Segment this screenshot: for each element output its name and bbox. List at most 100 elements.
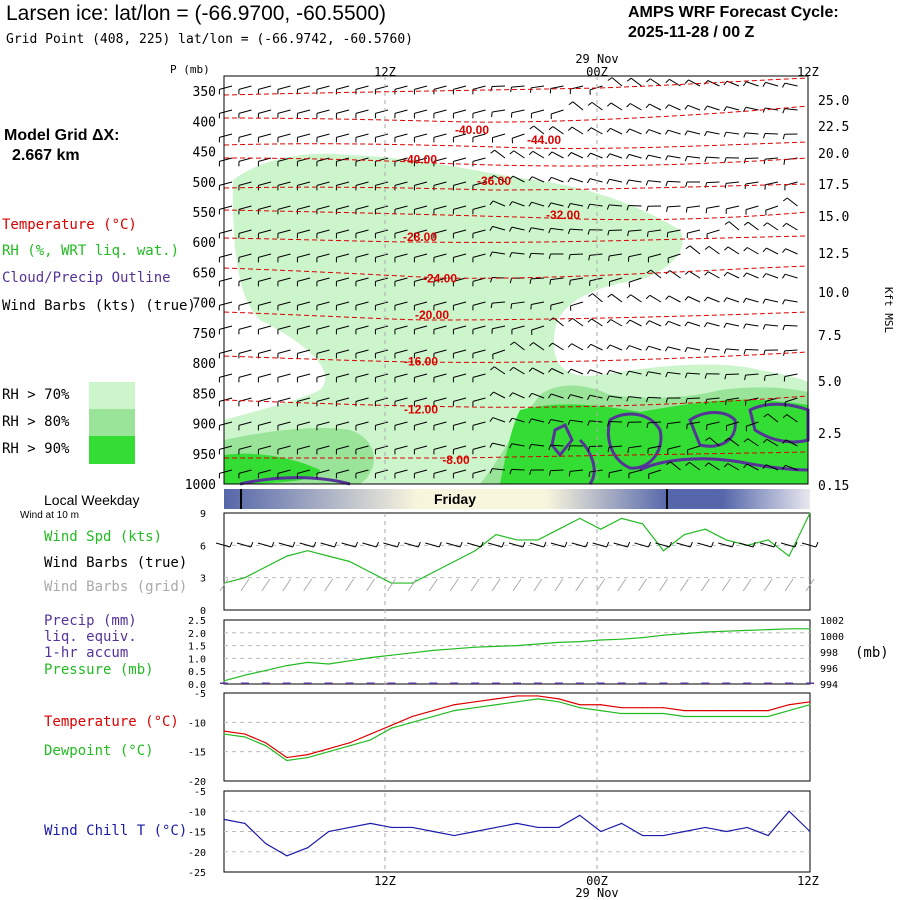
pressure-line-point-7 bbox=[369, 657, 372, 659]
wind-speed-line-point-7 bbox=[369, 571, 372, 573]
barb-5-13 bbox=[472, 205, 486, 210]
barb-2-22 bbox=[648, 129, 662, 135]
pressure-line-point-3 bbox=[286, 665, 288, 667]
windchill-line-point-18 bbox=[600, 830, 602, 833]
precip-bar-10 bbox=[429, 682, 438, 684]
temperature-line-point-26 bbox=[767, 710, 769, 712]
precip-bar-17 bbox=[575, 682, 584, 684]
barb-flag-16-28 bbox=[762, 464, 767, 469]
barb-7-13 bbox=[472, 253, 486, 258]
barb-9-24 bbox=[688, 296, 701, 303]
barbgrid-3 bbox=[282, 578, 292, 592]
barb10-11 bbox=[446, 542, 461, 548]
barb-flag-0-29 bbox=[782, 82, 786, 88]
barb-6-9 bbox=[394, 229, 408, 234]
barb-14-7 bbox=[355, 421, 369, 426]
legend-rh90-swatch bbox=[89, 436, 135, 464]
legend-precip-accum: 1-hr accum bbox=[44, 645, 129, 661]
barb-15-3 bbox=[277, 445, 291, 450]
precip-tick-0: 2.5 bbox=[188, 616, 206, 627]
barb-flag-5-18 bbox=[567, 203, 571, 209]
barb-flag-9-21 bbox=[626, 294, 632, 299]
barb-flag-13-16 bbox=[528, 393, 533, 398]
temperature-contours bbox=[223, 77, 809, 459]
barb-flag-16-14 bbox=[489, 468, 493, 474]
barb-flag-16-17 bbox=[548, 470, 552, 476]
temperature-line-point-18 bbox=[600, 704, 602, 706]
barb-13-20 bbox=[609, 395, 623, 399]
barb-16-17 bbox=[550, 469, 564, 472]
barb-1-9 bbox=[394, 109, 408, 114]
barb-14-8 bbox=[375, 421, 389, 426]
barb-13-14 bbox=[493, 391, 506, 399]
barb-8-9 bbox=[394, 277, 408, 282]
barb-flag-5-17 bbox=[547, 202, 552, 208]
pressure-tick-4: 994 bbox=[820, 680, 838, 691]
barb-4-1 bbox=[238, 181, 252, 186]
barb-0-20 bbox=[611, 77, 623, 87]
barb-flag-15-18 bbox=[568, 445, 571, 451]
barb-flag-6-26 bbox=[724, 221, 730, 225]
barb-8-10 bbox=[414, 277, 428, 282]
windchill-line-point-14 bbox=[516, 822, 518, 825]
temperature-line-point-13 bbox=[495, 698, 497, 700]
barb-10-19 bbox=[591, 318, 603, 327]
precip-tick-3: 1.0 bbox=[188, 654, 206, 665]
pressure-axis-title: P (mb) bbox=[170, 63, 210, 76]
height-tick-3: 17.5 bbox=[818, 178, 849, 193]
barb-flag-12-21 bbox=[626, 370, 630, 376]
barb-4-5 bbox=[316, 181, 330, 186]
barb-12-8 bbox=[375, 373, 389, 378]
barb-9-5 bbox=[316, 301, 330, 306]
barb-6-27 bbox=[747, 221, 759, 231]
barb-7-12 bbox=[453, 253, 467, 258]
pressure-line-point-24 bbox=[725, 630, 727, 632]
barb-12-18 bbox=[570, 368, 584, 375]
barb-flag-10-17 bbox=[549, 317, 554, 322]
barb-flag-13-14 bbox=[489, 391, 494, 397]
weekday-day-name: Friday bbox=[434, 491, 476, 507]
barb-0-21 bbox=[630, 77, 642, 87]
barb-13-12 bbox=[453, 397, 467, 402]
barb-4-0 bbox=[219, 181, 233, 186]
barb-2-3 bbox=[277, 133, 291, 138]
forecast-cycle-title: AMPS WRF Forecast Cycle: bbox=[628, 4, 839, 21]
barb-flag-10-25 bbox=[703, 322, 708, 328]
height-tick-10: 0.15 bbox=[818, 479, 849, 494]
barb-flag-15-14 bbox=[489, 442, 493, 448]
barb-4-10 bbox=[414, 181, 428, 186]
model-grid-title: Model Grid ΔX: bbox=[4, 127, 120, 144]
barb-16-27 bbox=[746, 463, 759, 471]
barbgrid-16 bbox=[554, 578, 564, 592]
barb-13-25 bbox=[706, 397, 720, 400]
barb-6-16 bbox=[531, 227, 545, 231]
barb10-flag-0 bbox=[229, 541, 233, 548]
barb-7-7 bbox=[355, 253, 369, 258]
windchill-line-point-2 bbox=[265, 843, 267, 845]
wind-speed-line-point-6 bbox=[348, 560, 351, 563]
barb-flag-11-25 bbox=[704, 347, 708, 353]
barb-15-22 bbox=[648, 445, 662, 449]
barb-7-18 bbox=[569, 253, 584, 256]
barb-10-0 bbox=[219, 325, 233, 330]
barbgrid-24 bbox=[721, 578, 731, 592]
barb-9-1 bbox=[238, 301, 252, 306]
barb-11-17 bbox=[552, 342, 564, 351]
barb-2-27 bbox=[745, 132, 759, 135]
barb-flag-3-23 bbox=[665, 155, 669, 161]
precip-bar-5 bbox=[324, 682, 333, 684]
barb-flag-3-27 bbox=[743, 158, 746, 164]
wind-speed-line-point-15 bbox=[537, 539, 539, 541]
barb-3-21 bbox=[628, 153, 642, 159]
pressure-line-point-6 bbox=[348, 660, 351, 662]
barb-7-0 bbox=[219, 253, 233, 258]
barb-1-0 bbox=[219, 109, 233, 114]
wind-speed-line-point-27 bbox=[788, 555, 790, 557]
barb-12-4 bbox=[297, 373, 311, 378]
wind-speed-line-point-1 bbox=[244, 577, 246, 579]
barb10-flag-11 bbox=[459, 541, 463, 548]
barb-flag-3-20 bbox=[606, 153, 611, 159]
barb-16-28 bbox=[765, 464, 779, 471]
precip-tick-2: 1.5 bbox=[188, 642, 206, 653]
barb10-13 bbox=[487, 542, 503, 548]
